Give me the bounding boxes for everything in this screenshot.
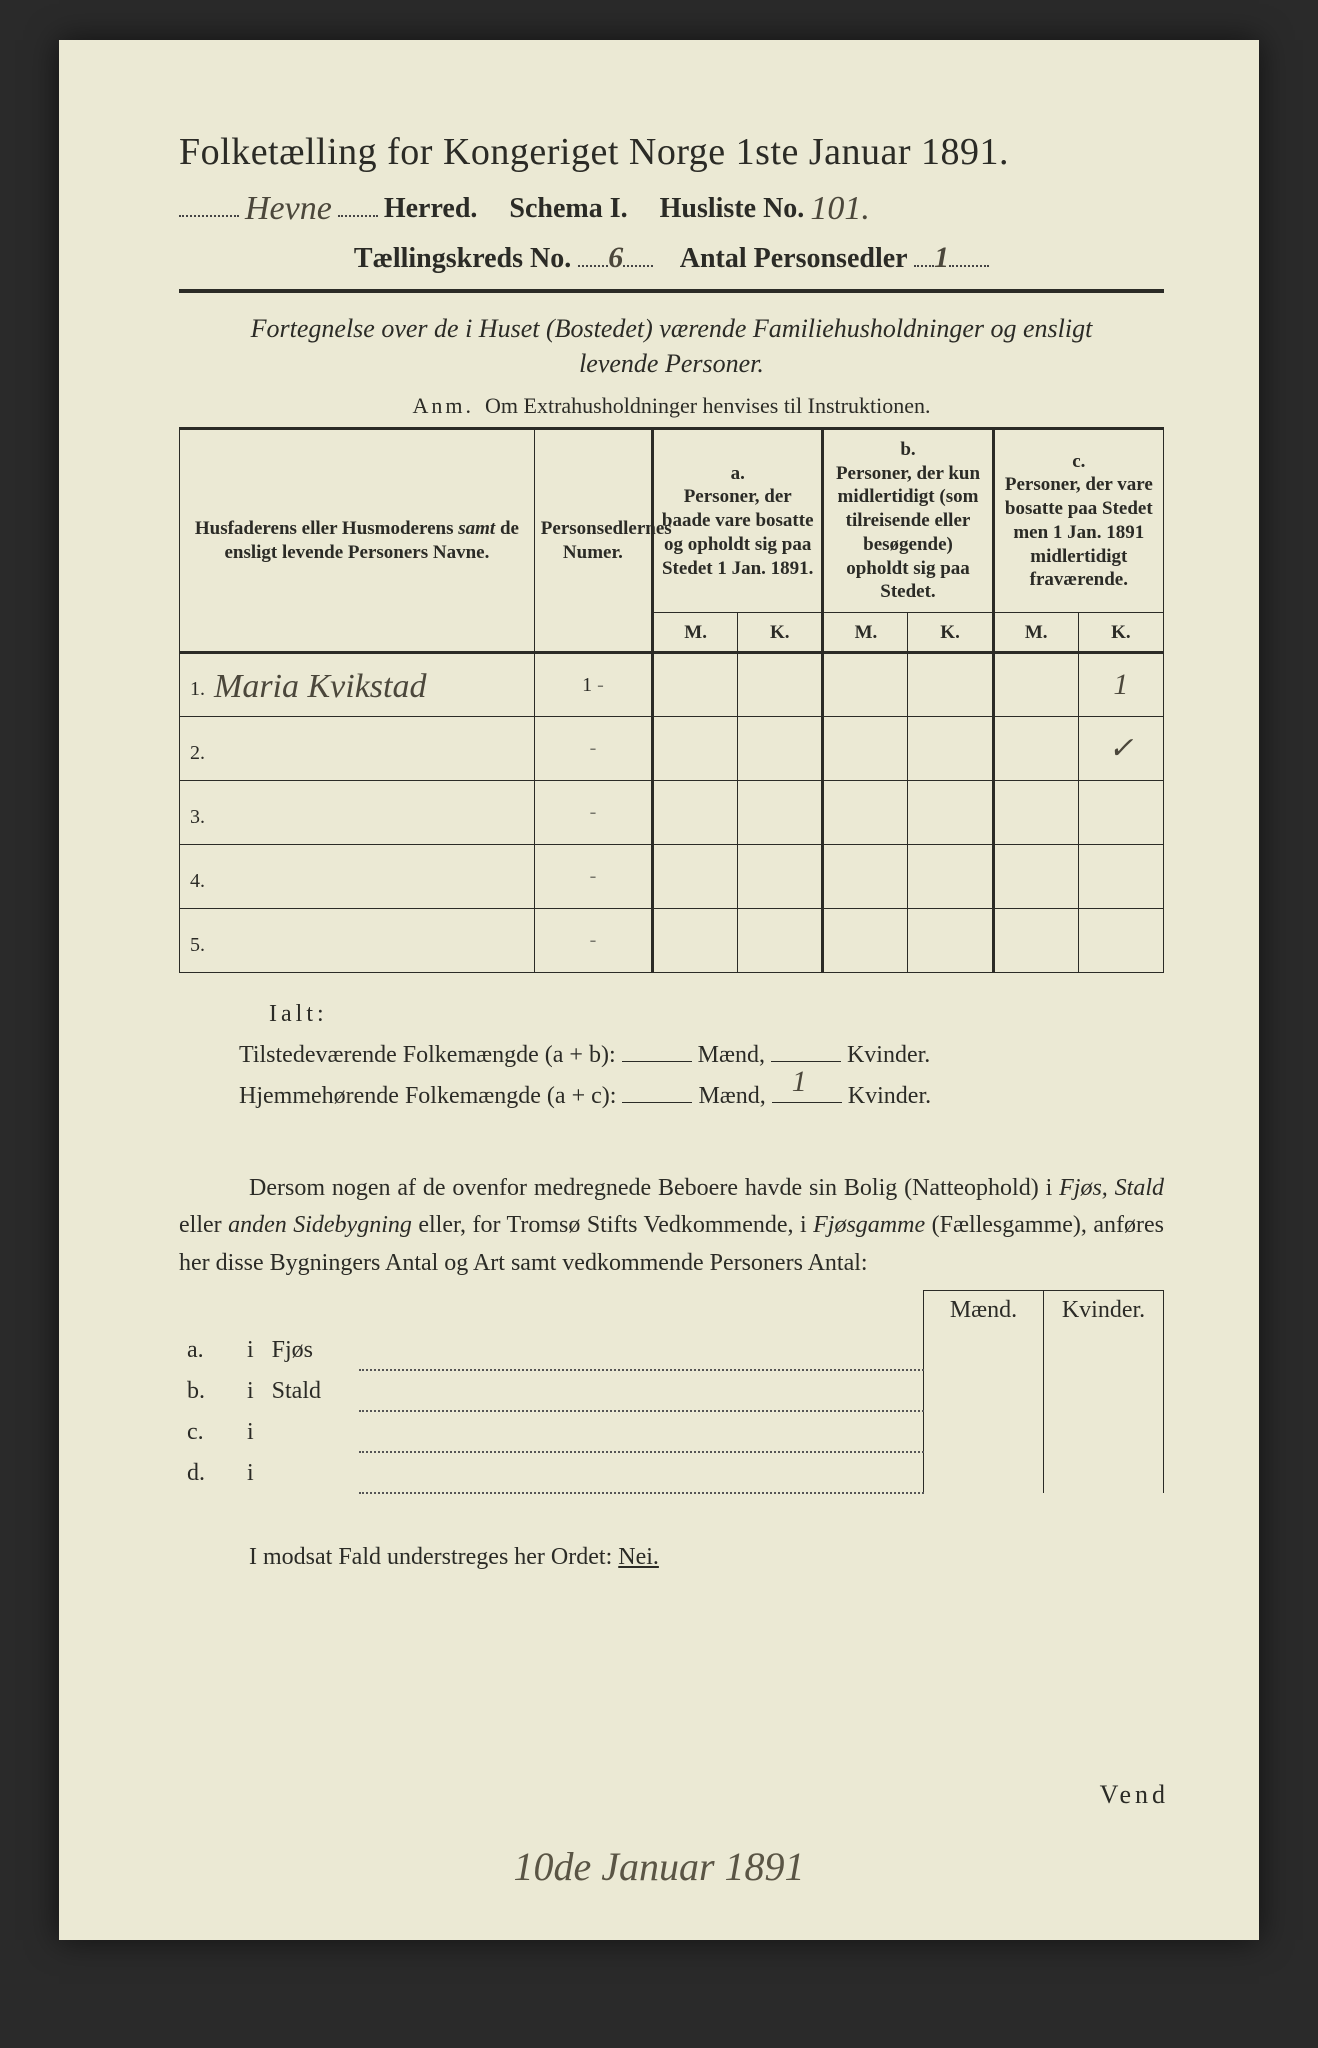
herred-label: Herred.	[384, 193, 478, 225]
c-K: K.	[1078, 613, 1163, 653]
side-maend-header: Mænd.	[924, 1290, 1044, 1330]
nei-word: Nei.	[618, 1544, 659, 1570]
sum2-kvinder-val: 1	[792, 1065, 807, 1099]
header-line-3: Tællingskreds No. 6 Antal Personsedler 1	[179, 236, 1164, 275]
row-name-hand: Maria Kvikstad	[214, 668, 426, 705]
side-row: c.i	[179, 1411, 1164, 1452]
side-row: a.i Fjøs	[179, 1330, 1164, 1370]
personsedler-no: 1	[934, 241, 949, 274]
subtitle-l2: levende Personer.	[579, 349, 764, 378]
nei-text: I modsat Fald understreges her Ordet:	[249, 1544, 612, 1570]
maend-label: Mænd,	[698, 1042, 765, 1069]
sum2-label: Hjemmehørende Folkemængde (a + c):	[239, 1083, 616, 1110]
col-c-top: c. Personer, der vare bosatte paa Stedet…	[993, 428, 1163, 612]
side-row: b.i Stald	[179, 1370, 1164, 1411]
c-M: M.	[993, 613, 1078, 653]
kvinder-label-2: Kvinder.	[848, 1083, 931, 1110]
divider	[179, 289, 1164, 293]
table-row: 4. -	[180, 845, 1164, 909]
maend-label-2: Mænd,	[698, 1083, 765, 1110]
anm-prefix: Anm.	[413, 393, 475, 418]
side-building-table: Mænd. Kvinder. a.i Fjøs b.i Stald c.i d.…	[179, 1290, 1164, 1494]
anm-note: Anm. Om Extrahusholdninger henvises til …	[179, 393, 1164, 419]
sum-line-2: Hjemmehørende Folkemængde (a + c): Mænd,…	[239, 1079, 1164, 1110]
husliste-no: 101.	[810, 190, 870, 228]
subtitle-l1: Fortegnelse over de i Huset (Bostedet) v…	[251, 314, 1093, 343]
table-row: 5. -	[180, 909, 1164, 973]
outbuilding-paragraph: Dersom nogen af de ovenfor medregnede Be…	[179, 1170, 1164, 1282]
page-title: Folketælling for Kongeriget Norge 1ste J…	[179, 130, 1164, 174]
herred-handwritten: Hevne	[245, 190, 332, 228]
husliste-label: Husliste No.	[660, 193, 805, 225]
census-form-page: Folketælling for Kongeriget Norge 1ste J…	[59, 40, 1259, 1940]
main-table: Husfaderens eller Husmoderens samt de en…	[179, 427, 1164, 974]
header-line-2: Hevne Herred. Schema I. Husliste No. 101…	[179, 186, 1164, 226]
a-M: M.	[653, 613, 738, 653]
b-M: M.	[823, 613, 908, 653]
col-numer-header: Personsedlernes Numer.	[534, 428, 652, 653]
table-row: 3. -	[180, 781, 1164, 845]
a-K: K.	[738, 613, 823, 653]
anm-text: Om Extrahusholdninger henvises til Instr…	[485, 393, 930, 418]
col-b-top: b. Personer, der kun midlertidigt (som t…	[823, 428, 993, 612]
kreds-no: 6	[608, 241, 623, 274]
kreds-label: Tællingskreds No.	[354, 243, 571, 274]
vend-label: Vend	[1100, 1780, 1169, 1810]
schema-label: Schema I.	[509, 193, 627, 225]
b-K: K.	[908, 613, 993, 653]
sum1-label: Tilstedeværende Folkemængde (a + b):	[239, 1042, 616, 1069]
ialt-label: Ialt:	[269, 1001, 1164, 1028]
kvinder-label: Kvinder.	[847, 1042, 930, 1069]
table-row: 2. -✓	[180, 717, 1164, 781]
side-kvinder-header: Kvinder.	[1044, 1290, 1164, 1330]
sum-line-1: Tilstedeværende Folkemængde (a + b): Mæn…	[239, 1038, 1164, 1069]
nei-line: I modsat Fald understreges her Ordet: Ne…	[179, 1544, 1164, 1571]
side-row: d.i	[179, 1452, 1164, 1493]
table-row: 1.Maria Kvikstad1 -1	[180, 653, 1164, 717]
col-a-top: a. Personer, der baade vare bosatte og o…	[653, 428, 823, 612]
personsedler-label: Antal Personsedler	[680, 243, 907, 274]
col-names-header: Husfaderens eller Husmoderens samt de en…	[180, 428, 535, 653]
subtitle: Fortegnelse over de i Huset (Bostedet) v…	[179, 311, 1164, 381]
bottom-date-handwritten: 10de Januar 1891	[513, 1843, 804, 1890]
